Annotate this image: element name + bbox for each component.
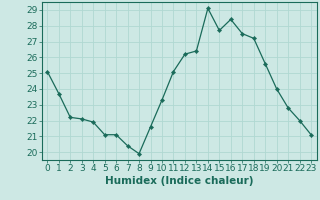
- X-axis label: Humidex (Indice chaleur): Humidex (Indice chaleur): [105, 176, 253, 186]
